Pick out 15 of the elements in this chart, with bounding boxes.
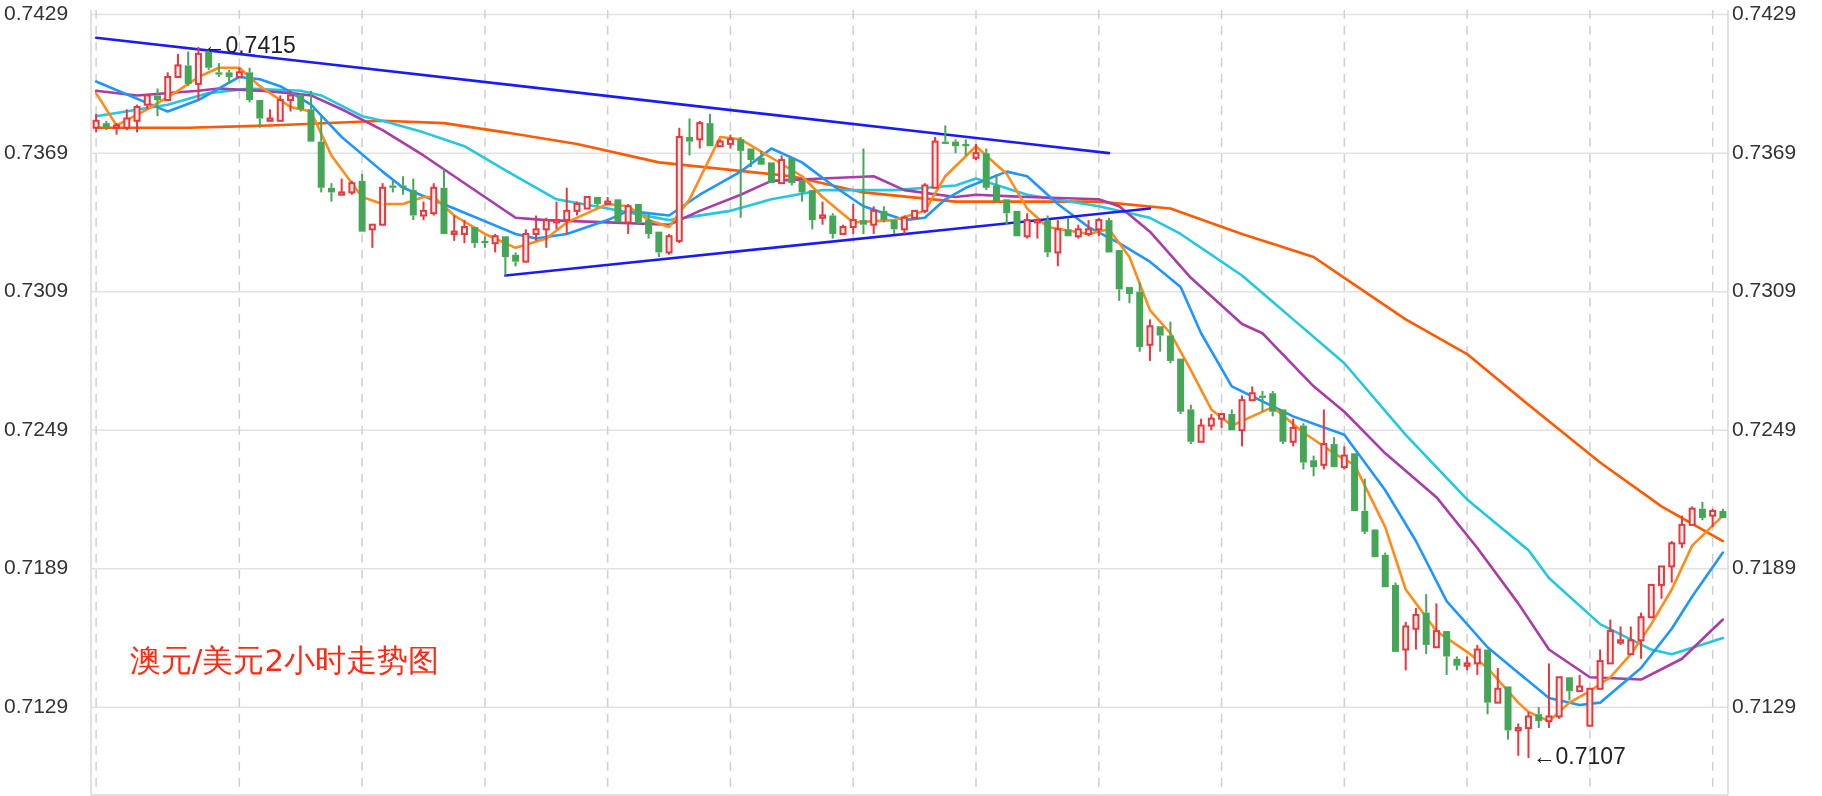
annotation: ←0.7415 (202, 32, 296, 58)
y-tick-label: 0.7309 (4, 278, 69, 302)
y-tick-label: 0.7429 (4, 1, 69, 25)
y2-tick-label: 0.7429 (1732, 1, 1797, 25)
y-tick-label: 0.7129 (4, 693, 69, 717)
y2-tick-label: 0.7369 (1732, 139, 1797, 163)
annotation: ←0.7107 (1532, 743, 1626, 770)
y2-tick-label: 0.7189 (1732, 555, 1797, 579)
y-tick-label: 0.7189 (4, 555, 69, 579)
y2-tick-label: 0.7249 (1732, 416, 1797, 440)
y2-tick-label: 0.7309 (1732, 278, 1797, 302)
y2-tick-label: 0.7129 (1732, 693, 1797, 717)
title: 澳元/美元2小时走势图 (130, 641, 440, 678)
y-tick-label: 0.7249 (4, 416, 69, 440)
y-tick-label: 0.7369 (4, 139, 69, 163)
